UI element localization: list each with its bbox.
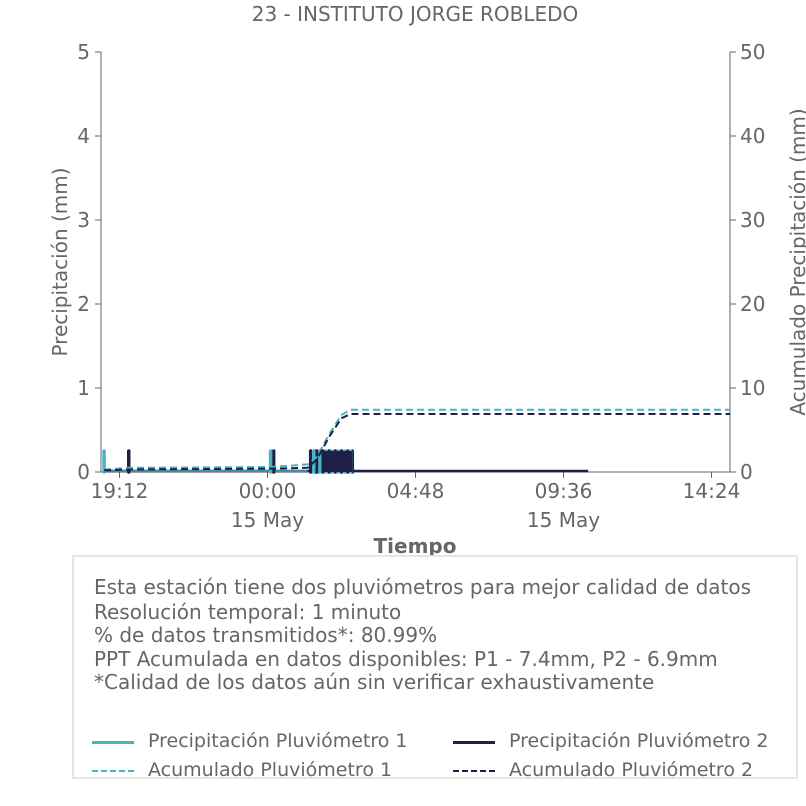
y2-tick-label: 20: [740, 292, 765, 316]
y-tick-label: 3: [77, 208, 90, 232]
y-axis-label: Precipitación (mm): [48, 167, 72, 356]
x-tick-label: 19:12: [91, 479, 149, 503]
info-line-quality-note: *Calidad de los datos aún sin verificar …: [94, 670, 655, 694]
chart-title: 23 - INSTITUTO JORGE ROBLEDO: [252, 2, 579, 26]
x-tick-sublabel: 15 May: [231, 508, 304, 532]
x-axis-label: Tiempo: [374, 534, 457, 558]
info-line-transmitted: % de datos transmitidos*: 80.99%: [94, 623, 438, 647]
legend-swatch-p1-solid: [92, 741, 134, 744]
x-tick-label: 09:36: [535, 479, 593, 503]
cumulative-line-p2: [104, 413, 730, 472]
y-tick-label: 1: [77, 376, 90, 400]
legend-swatch-acum1-dashed: [92, 770, 134, 772]
y2-tick-label: 50: [740, 40, 765, 64]
y2-axis-label: Acumulado Precipitación (mm): [786, 108, 806, 415]
y2-tick-label: 30: [740, 208, 765, 232]
y-tick-label: 4: [77, 124, 90, 148]
x-tick-sublabel: 15 May: [527, 508, 600, 532]
y2-tick-label: 40: [740, 124, 765, 148]
info-line-stations: Esta estación tiene dos pluviómetros par…: [94, 575, 752, 599]
legend-swatch-acum2-dashed: [453, 770, 495, 772]
y2-tick-label: 10: [740, 376, 765, 400]
legend-label-p1: Precipitación Pluviómetro 1: [148, 730, 408, 752]
y-tick-label: 2: [77, 292, 90, 316]
cumulative-line-p1: [104, 408, 730, 471]
y-tick-label: 5: [77, 40, 90, 64]
legend-label-acum2: Acumulado Pluviómetro 2: [509, 759, 754, 781]
info-legend-box: Esta estación tiene dos pluviómetros par…: [72, 555, 798, 781]
info-line-resolution: Resolución temporal: 1 minuto: [94, 600, 402, 624]
precip-bar-block-p2: [321, 451, 353, 472]
legend-label-acum1: Acumulado Pluviómetro 1: [148, 759, 393, 781]
x-tick-label: 14:24: [683, 479, 741, 503]
legend-swatch-p2-solid: [453, 741, 495, 744]
y-tick-label: 0: [77, 460, 90, 484]
rainfall-chart: 23 - INSTITUTO JORGE ROBLEDO 01234501020…: [48, 2, 806, 558]
legend-label-p2: Precipitación Pluviómetro 2: [509, 730, 769, 752]
info-line-accumulated: PPT Acumulada en datos disponibles: P1 -…: [94, 647, 718, 671]
y2-tick-label: 0: [740, 460, 753, 484]
x-tick-label: 04:48: [387, 479, 445, 503]
x-tick-label: 00:00: [239, 479, 297, 503]
